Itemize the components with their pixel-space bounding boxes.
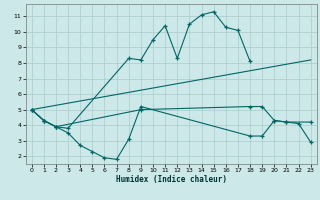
- X-axis label: Humidex (Indice chaleur): Humidex (Indice chaleur): [116, 175, 227, 184]
